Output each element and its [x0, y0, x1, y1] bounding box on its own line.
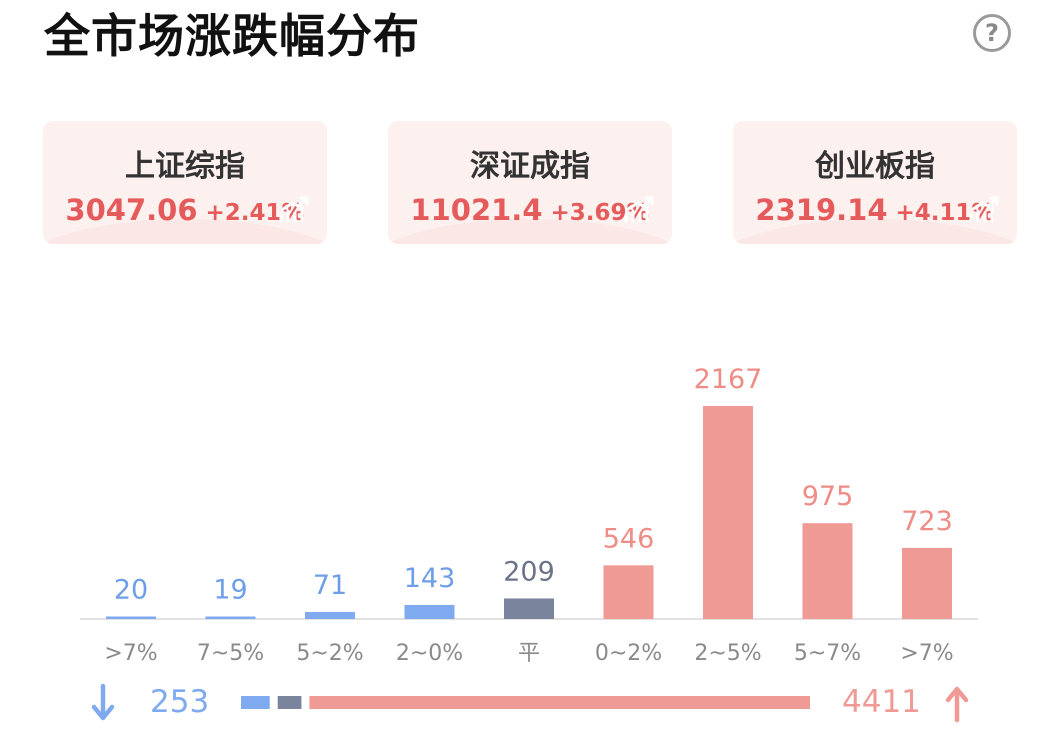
- up-total: 4411: [842, 684, 921, 720]
- bar-3[interactable]: [404, 604, 455, 619]
- page-title: 全市场涨跌幅分布: [44, 9, 420, 63]
- category-label: >7%: [900, 641, 953, 666]
- trend-up-icon: [624, 196, 654, 223]
- index-name: 创业板指: [815, 149, 935, 184]
- category-label: >7%: [104, 641, 157, 666]
- index-price: 3047.06: [65, 193, 198, 227]
- ratio-bar-up: [309, 696, 810, 709]
- category-label: 0~2%: [595, 641, 662, 666]
- bar-value-label: 71: [313, 570, 347, 601]
- bar-2[interactable]: [305, 612, 355, 619]
- index-name: 上证综指: [125, 149, 245, 184]
- trend-up-icon: [969, 196, 999, 223]
- bar-1[interactable]: [205, 616, 256, 620]
- bar-value-label: 2167: [694, 364, 763, 395]
- category-label: 5~2%: [296, 641, 363, 666]
- bar-value-label: 143: [404, 563, 456, 594]
- arrow-up-icon: [945, 686, 969, 723]
- category-label: 7~5%: [197, 641, 264, 666]
- trend-up-icon: [279, 196, 309, 223]
- bar-value-label: 723: [901, 506, 953, 537]
- category-label: 2~0%: [396, 641, 463, 666]
- arrow-down-icon: [91, 683, 115, 721]
- bar-8[interactable]: [902, 547, 952, 619]
- bar-value-label: 209: [503, 556, 555, 587]
- index-name: 深证成指: [470, 149, 590, 184]
- bar-value-label: 20: [114, 575, 148, 606]
- index-card-shanghai[interactable]: 上证综指 3047.06 +2.41%: [43, 121, 327, 244]
- index-price: 2319.14: [755, 193, 888, 227]
- index-card-shenzhen[interactable]: 深证成指 11021.4 +3.69%: [388, 121, 672, 244]
- index-price: 11021.4: [410, 193, 543, 227]
- help-icon[interactable]: ?: [973, 14, 1011, 52]
- ratio-bar-flat: [277, 696, 302, 709]
- index-card-chinext[interactable]: 创业板指 2319.14 +4.11%: [733, 121, 1017, 244]
- bar-value-label: 975: [802, 481, 854, 512]
- bar-value-label: 19: [213, 575, 247, 606]
- down-total: 253: [150, 684, 210, 720]
- ratio-bar-down: [241, 696, 270, 709]
- bar-5[interactable]: [603, 565, 654, 619]
- category-label: 2~5%: [694, 641, 761, 666]
- bar-4[interactable]: [504, 598, 554, 619]
- bar-value-label: 546: [603, 523, 655, 554]
- bar-6[interactable]: [703, 406, 753, 619]
- category-label: 平: [518, 641, 540, 666]
- category-label: 5~7%: [794, 641, 861, 666]
- bar-7[interactable]: [802, 523, 853, 619]
- bar-0[interactable]: [106, 616, 156, 620]
